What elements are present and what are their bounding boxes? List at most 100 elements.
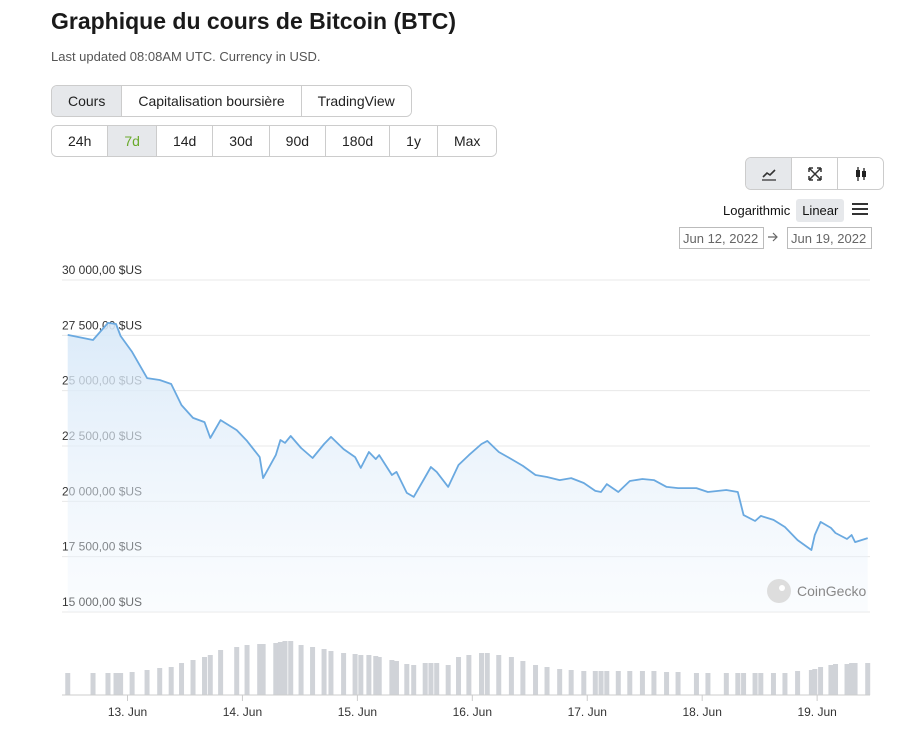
volume-bar — [812, 669, 818, 695]
fullscreen-button[interactable] — [792, 158, 838, 189]
volume-bar — [581, 671, 587, 695]
volume-bar — [615, 671, 621, 695]
volume-bar — [484, 653, 490, 695]
volume-bar — [257, 644, 263, 695]
tab-group: Cours Capitalisation boursière TradingView — [51, 85, 412, 117]
volume-bar — [90, 673, 96, 695]
range-button[interactable]: 30d — [213, 126, 270, 156]
volume-bar — [544, 667, 550, 695]
volume-bar — [393, 661, 399, 695]
volume-bar — [795, 671, 801, 695]
x-tick-label: 19. Jun — [797, 705, 836, 719]
volume-bar — [627, 671, 633, 695]
volume-bar — [129, 672, 135, 695]
volume-bar — [693, 673, 699, 695]
range-button[interactable]: Max — [437, 126, 497, 156]
scale-option[interactable]: Linear — [796, 199, 845, 222]
volume-bar — [321, 649, 327, 695]
volume-bar — [557, 669, 563, 695]
volume-bar — [466, 655, 472, 695]
volume-bar — [844, 664, 850, 695]
area — [67, 322, 868, 612]
volume-bar — [508, 657, 514, 695]
volume-bar — [723, 673, 729, 695]
price-line — [67, 322, 868, 551]
volume-bar — [411, 665, 417, 695]
volume-bar — [479, 653, 485, 695]
volume-bar — [298, 645, 304, 695]
volume-bar — [65, 673, 71, 695]
volume-bar — [105, 673, 111, 695]
volume-bar — [234, 647, 240, 695]
volume-bar — [456, 657, 462, 695]
volume-bar — [118, 673, 124, 695]
watermark: CoinGecko — [766, 578, 866, 604]
range-button[interactable]: 14d — [156, 126, 214, 156]
volume-bar — [592, 671, 598, 695]
subtitle: Last updated 08:08AM UTC. Currency in US… — [51, 49, 321, 64]
tab[interactable]: Cours — [52, 86, 123, 116]
range-button[interactable]: 24h — [52, 126, 109, 156]
volume-bar — [705, 673, 711, 695]
volume-bar — [376, 657, 382, 695]
volume-bar — [328, 651, 334, 695]
range-button[interactable]: 180d — [326, 126, 391, 156]
volume-bar — [568, 670, 574, 695]
volume-bar — [310, 647, 316, 695]
volume-bar — [179, 663, 185, 695]
volume-bar — [273, 643, 279, 695]
volume-bar — [520, 661, 526, 695]
range-button[interactable]: 90d — [269, 126, 327, 156]
volume-bar — [288, 641, 294, 695]
date-from[interactable]: Jun 12, 2022 — [679, 227, 764, 249]
volume-bar — [664, 672, 670, 695]
volume-bar — [758, 673, 764, 695]
volume-bar — [389, 660, 395, 695]
volume-bar — [190, 660, 196, 695]
volume-bar — [341, 653, 347, 695]
volume-bar — [770, 673, 776, 695]
volume-bar — [422, 663, 428, 695]
x-tick-label: 18. Jun — [683, 705, 722, 719]
tab[interactable]: TradingView — [301, 86, 411, 116]
volume-bar — [849, 663, 855, 695]
volume-bar — [675, 672, 681, 695]
volume-bar — [833, 664, 839, 695]
volume-bar — [144, 670, 150, 695]
volume-bar — [752, 673, 758, 695]
volume-bar — [533, 665, 539, 695]
volume-bar — [244, 645, 250, 695]
menu-button[interactable] — [851, 202, 869, 216]
range-button[interactable]: 7d — [108, 126, 157, 156]
volume-bar — [818, 667, 824, 695]
volume-bar — [828, 665, 834, 695]
volume-bar — [651, 671, 657, 695]
range-button[interactable]: 1y — [390, 126, 438, 156]
line-chart-button[interactable] — [746, 158, 792, 189]
icon — [807, 166, 822, 181]
volume-bar — [865, 663, 871, 695]
volume-bar — [277, 642, 283, 695]
volume-bar — [434, 663, 440, 695]
volume-bar — [404, 664, 410, 695]
page-title: Graphique du cours de Bitcoin (BTC) — [51, 8, 457, 34]
volume-bar — [428, 663, 434, 695]
date-to[interactable]: Jun 19, 2022 — [787, 227, 872, 249]
tab[interactable]: Capitalisation boursière — [122, 86, 302, 116]
icon — [761, 168, 776, 181]
x-tick-label: 17. Jun — [568, 705, 607, 719]
volume-bar — [113, 673, 119, 695]
volume-bar — [207, 655, 213, 695]
volume-bar — [852, 663, 858, 695]
watermark-text: CoinGecko — [797, 583, 867, 599]
candlestick-button[interactable] — [838, 158, 883, 189]
volume-bar — [735, 673, 741, 695]
volume-bar — [496, 655, 502, 695]
scale-option[interactable]: Logarithmic — [723, 203, 791, 218]
volume-bar — [366, 655, 372, 695]
chart-mode-group — [745, 157, 884, 190]
volume-bar — [598, 671, 604, 695]
x-tick-label: 16. Jun — [453, 705, 492, 719]
volume-bar — [218, 650, 224, 695]
